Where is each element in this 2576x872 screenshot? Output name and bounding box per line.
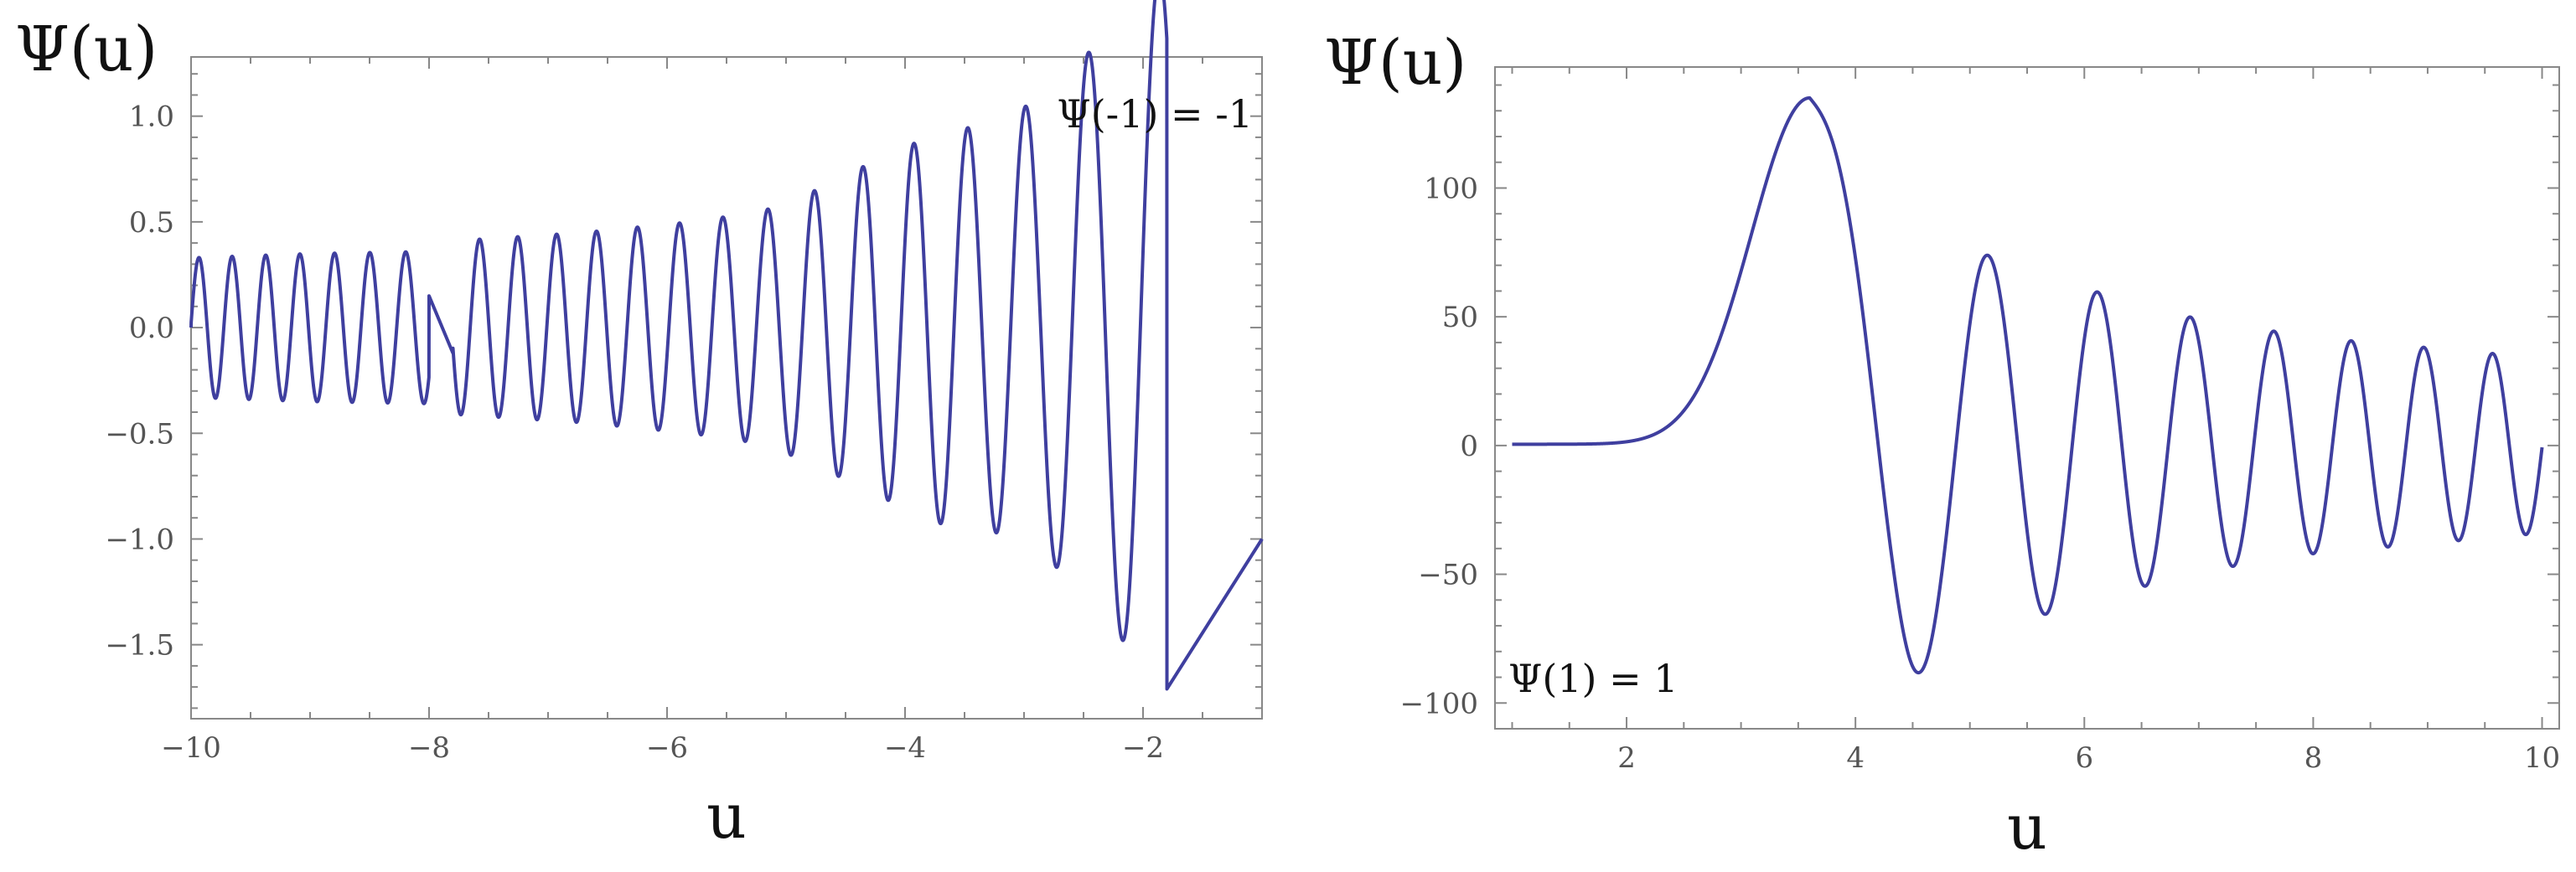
- right-x-tick-labels: 2 4 6 8 10: [1617, 741, 2560, 775]
- y-tick-label: −1.0: [105, 523, 174, 556]
- right-annotation: Ψ(1) = 1: [1508, 656, 1679, 701]
- y-tick-label: 100: [1424, 172, 1478, 205]
- right-y-axis-title: Ψ(u): [1324, 27, 1466, 99]
- left-x-axis-title: u: [706, 781, 747, 853]
- x-tick-label: −6: [646, 731, 688, 765]
- right-chart: 2 4 6 8 10 100 50 0 −50 −100 Ψ(u) u Ψ(1) = 1: [1324, 27, 2560, 864]
- x-tick-label: −8: [408, 731, 450, 765]
- right-ticks: [1495, 67, 2559, 730]
- y-tick-label: 0: [1460, 430, 1478, 463]
- y-tick-label: −1.5: [105, 629, 174, 663]
- x-tick-label: −10: [161, 731, 221, 765]
- x-tick-label: 6: [2075, 741, 2093, 775]
- x-tick-label: −2: [1122, 731, 1164, 765]
- left-annotation: Ψ(-1) = -1: [1057, 91, 1253, 137]
- x-tick-label: 8: [2304, 741, 2323, 775]
- y-tick-label: −50: [1418, 559, 1478, 592]
- left-series-line: [189, 0, 1264, 691]
- left-plot-frame: [190, 56, 1263, 720]
- y-tick-label: 0.0: [129, 312, 174, 345]
- y-tick-label: 0.5: [129, 206, 174, 240]
- x-tick-label: 2: [1617, 741, 1636, 775]
- y-tick-label: −0.5: [105, 417, 174, 451]
- right-y-tick-labels: 100 50 0 −50 −100: [1400, 172, 1478, 720]
- x-tick-label: 4: [1846, 741, 1865, 775]
- left-y-tick-labels: 1.0 0.5 0.0 −0.5 −1.0 −1.5: [105, 101, 174, 663]
- left-y-axis-title: Ψ(u): [15, 13, 158, 85]
- x-tick-label: 10: [2524, 741, 2560, 775]
- left-x-tick-labels: −10 −8 −6 −4 −2: [161, 731, 1164, 765]
- y-tick-label: −100: [1400, 687, 1478, 720]
- right-x-axis-title: u: [2007, 792, 2047, 864]
- right-series-line: [1510, 95, 2544, 675]
- right-plot-frame: [1494, 66, 2560, 730]
- left-chart: −10 −8 −6 −4 −2 1.0 0.5 0.0 −0.5 −1.0 −1.5 Ψ(u) u…: [15, 0, 1264, 853]
- y-tick-label: 50: [1442, 301, 1478, 334]
- y-tick-label: 1.0: [129, 101, 174, 134]
- left-ticks: [190, 57, 1263, 719]
- x-tick-label: −4: [884, 731, 926, 765]
